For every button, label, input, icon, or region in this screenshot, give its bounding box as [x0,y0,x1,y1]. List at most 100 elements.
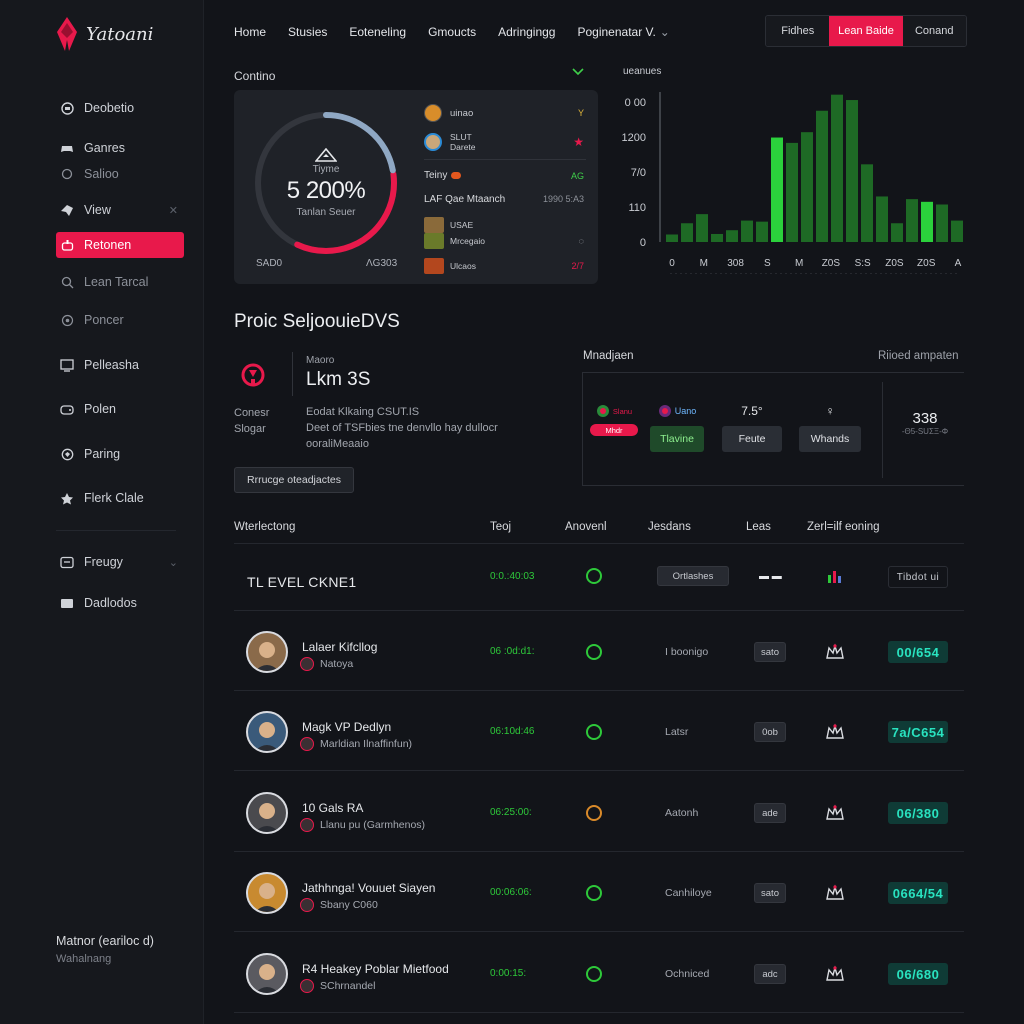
row-divider [234,690,964,691]
brand-logo-icon [57,17,77,51]
match-card[interactable]: Slanu Mhdr [588,404,640,436]
sidebar-item-view[interactable]: View ✕ [56,197,184,223]
x-tick-label: Z0S [822,258,841,269]
mini-head: Teiny AG [424,170,584,181]
team-badge-icon [300,737,314,751]
bar-highlight [921,201,933,242]
row-time: 0:0.:40:03 [490,571,535,582]
match-top: 7.5° [741,404,763,418]
row-pill[interactable]: sato [754,642,786,662]
mini-list-item[interactable]: USAE [424,214,584,236]
avatar[interactable] [246,953,288,995]
x-tick-label: Z0S [885,258,904,269]
topnav-studies[interactable]: Stusies [288,25,328,39]
sidebar-item-polen[interactable]: Polen [56,396,184,422]
sidebar-item-label: Ganres [84,141,125,155]
conand-button[interactable]: Conand [902,16,966,46]
sidebar-item-monitor[interactable]: Pelleasha [56,352,184,378]
row-pill[interactable]: Ortlashes [657,566,729,586]
bar [696,214,708,242]
bar [726,230,738,242]
table-header-player[interactable]: Wterlectong [234,521,296,533]
sidebar-item-sale[interactable]: Salioo [56,161,184,187]
match-card[interactable]: Uano Tlavine [648,404,706,452]
team-badge-icon [300,979,314,993]
mini-list-item[interactable]: Ulcaos 2/7 [424,255,584,277]
row-pill[interactable]: ade [754,803,786,823]
row-score: 00/654 [888,641,948,663]
sidebar-item-flerk[interactable]: Flerk Clale [56,485,184,511]
sidebar-item-power[interactable]: Poncer [56,307,184,333]
sidebar-item-dashboard[interactable]: Deobetio [56,95,184,121]
mini-sub-label: LAF Qae Mtaanch [424,194,506,205]
sidebar-footer-sub: Wahalnang [56,953,112,965]
table-header-team[interactable]: Teoj [490,521,512,533]
table-row-title[interactable]: TL EVEL CKNE1 [247,574,357,590]
chart-title: ueanues [623,66,662,77]
star-icon [60,491,74,505]
profile-detail: ooraliMeaaio [306,438,369,450]
y-tick-label: 0 [640,237,646,249]
overview-label: Contino [234,69,276,83]
match-card[interactable]: ♀ Whands [798,404,862,452]
brand[interactable]: Yatoani [56,16,153,52]
profile-key: Conesr [234,407,270,419]
player-name[interactable]: Jathhnga! Vouuet Siayen [302,881,436,895]
sidebar-item-paring[interactable]: Paring [56,441,184,467]
match-card[interactable]: 7.5° Feute [722,404,782,452]
sidebar-footer-name[interactable]: Matnor (eariloc d) [56,934,154,948]
gamepad-icon [60,402,74,416]
table-header-loss[interactable]: Leas [746,521,771,533]
mini-list-item[interactable]: uinao Y [424,102,584,124]
matches-link[interactable]: Riioed ampaten [878,350,959,362]
avatar[interactable] [246,711,288,753]
player-name[interactable]: Magk VP Dedlyn [302,720,392,734]
mini-value: ◌ [578,236,584,246]
status-ring-icon [586,644,602,660]
row-pill[interactable]: 0ob [754,722,786,742]
row-pill[interactable]: adc [754,964,786,984]
trophy-icon: Y [577,108,584,118]
avatar[interactable] [246,872,288,914]
search-icon [60,275,74,289]
sidebar-item-freugy[interactable]: Freugy ⌄ [56,549,184,575]
mini-head-label: Teiny [424,170,448,181]
mini-sub-value: 1990 5:A3 [542,194,584,204]
topnav-home[interactable]: Home [234,25,267,39]
x-tick-label: 308 [727,258,744,269]
sidebar-item-dadlodos[interactable]: Dadlodos [56,590,184,616]
player-name[interactable]: Lalaer Kifcllog [302,640,378,654]
topnav-entertaining[interactable]: Eoteneling [349,25,407,39]
topnav-advertising[interactable]: Adringingg [498,25,556,39]
lean-baide-button[interactable]: Lean Baide [829,16,903,46]
close-icon[interactable]: ✕ [168,204,178,217]
bar [756,221,768,242]
topnav-pagination[interactable]: Poginenatar V. ⌄ [577,25,669,39]
player-portrait-icon [254,722,280,751]
row-divider [234,1012,964,1013]
player-name[interactable]: R4 Heakey Poblar Mietfood [302,962,449,976]
avatar[interactable] [246,792,288,834]
mini-list-item[interactable]: Mrcegaio ◌ [424,230,584,252]
sidebar-item-search[interactable]: Lean Tarcal [56,269,184,295]
table-header-level[interactable]: Anovenl [565,521,607,533]
table-header-ranking[interactable]: Zerl=ilf eoning [807,521,880,533]
chevron-down-icon[interactable] [572,68,584,76]
bar [906,199,918,242]
mini-list-item[interactable]: SLUT Darete ★ [424,131,584,153]
player-portrait-icon [254,883,280,912]
profile-action-button[interactable]: Rrrucge oteadjactes [234,467,354,493]
brand-name: Yatoani [86,23,154,45]
fidhes-button[interactable]: Fidhes [766,16,830,46]
player-name[interactable]: 10 Gals RA [302,801,364,815]
chevron-down-icon[interactable]: ⌄ [168,556,178,569]
sidebar-item-label: Paring [84,447,121,461]
sidebar-item-retonen[interactable]: Retonen [56,232,184,258]
topnav-products[interactable]: Gmoucts [428,25,477,39]
sidebar-item-label: Salioo [84,167,119,181]
sidebar-item-games[interactable]: Ganres [56,135,184,161]
table-header-games[interactable]: Jesdans [648,521,691,533]
avatar[interactable] [246,631,288,673]
row-pill[interactable]: sato [754,883,786,903]
controller-icon [60,238,74,252]
